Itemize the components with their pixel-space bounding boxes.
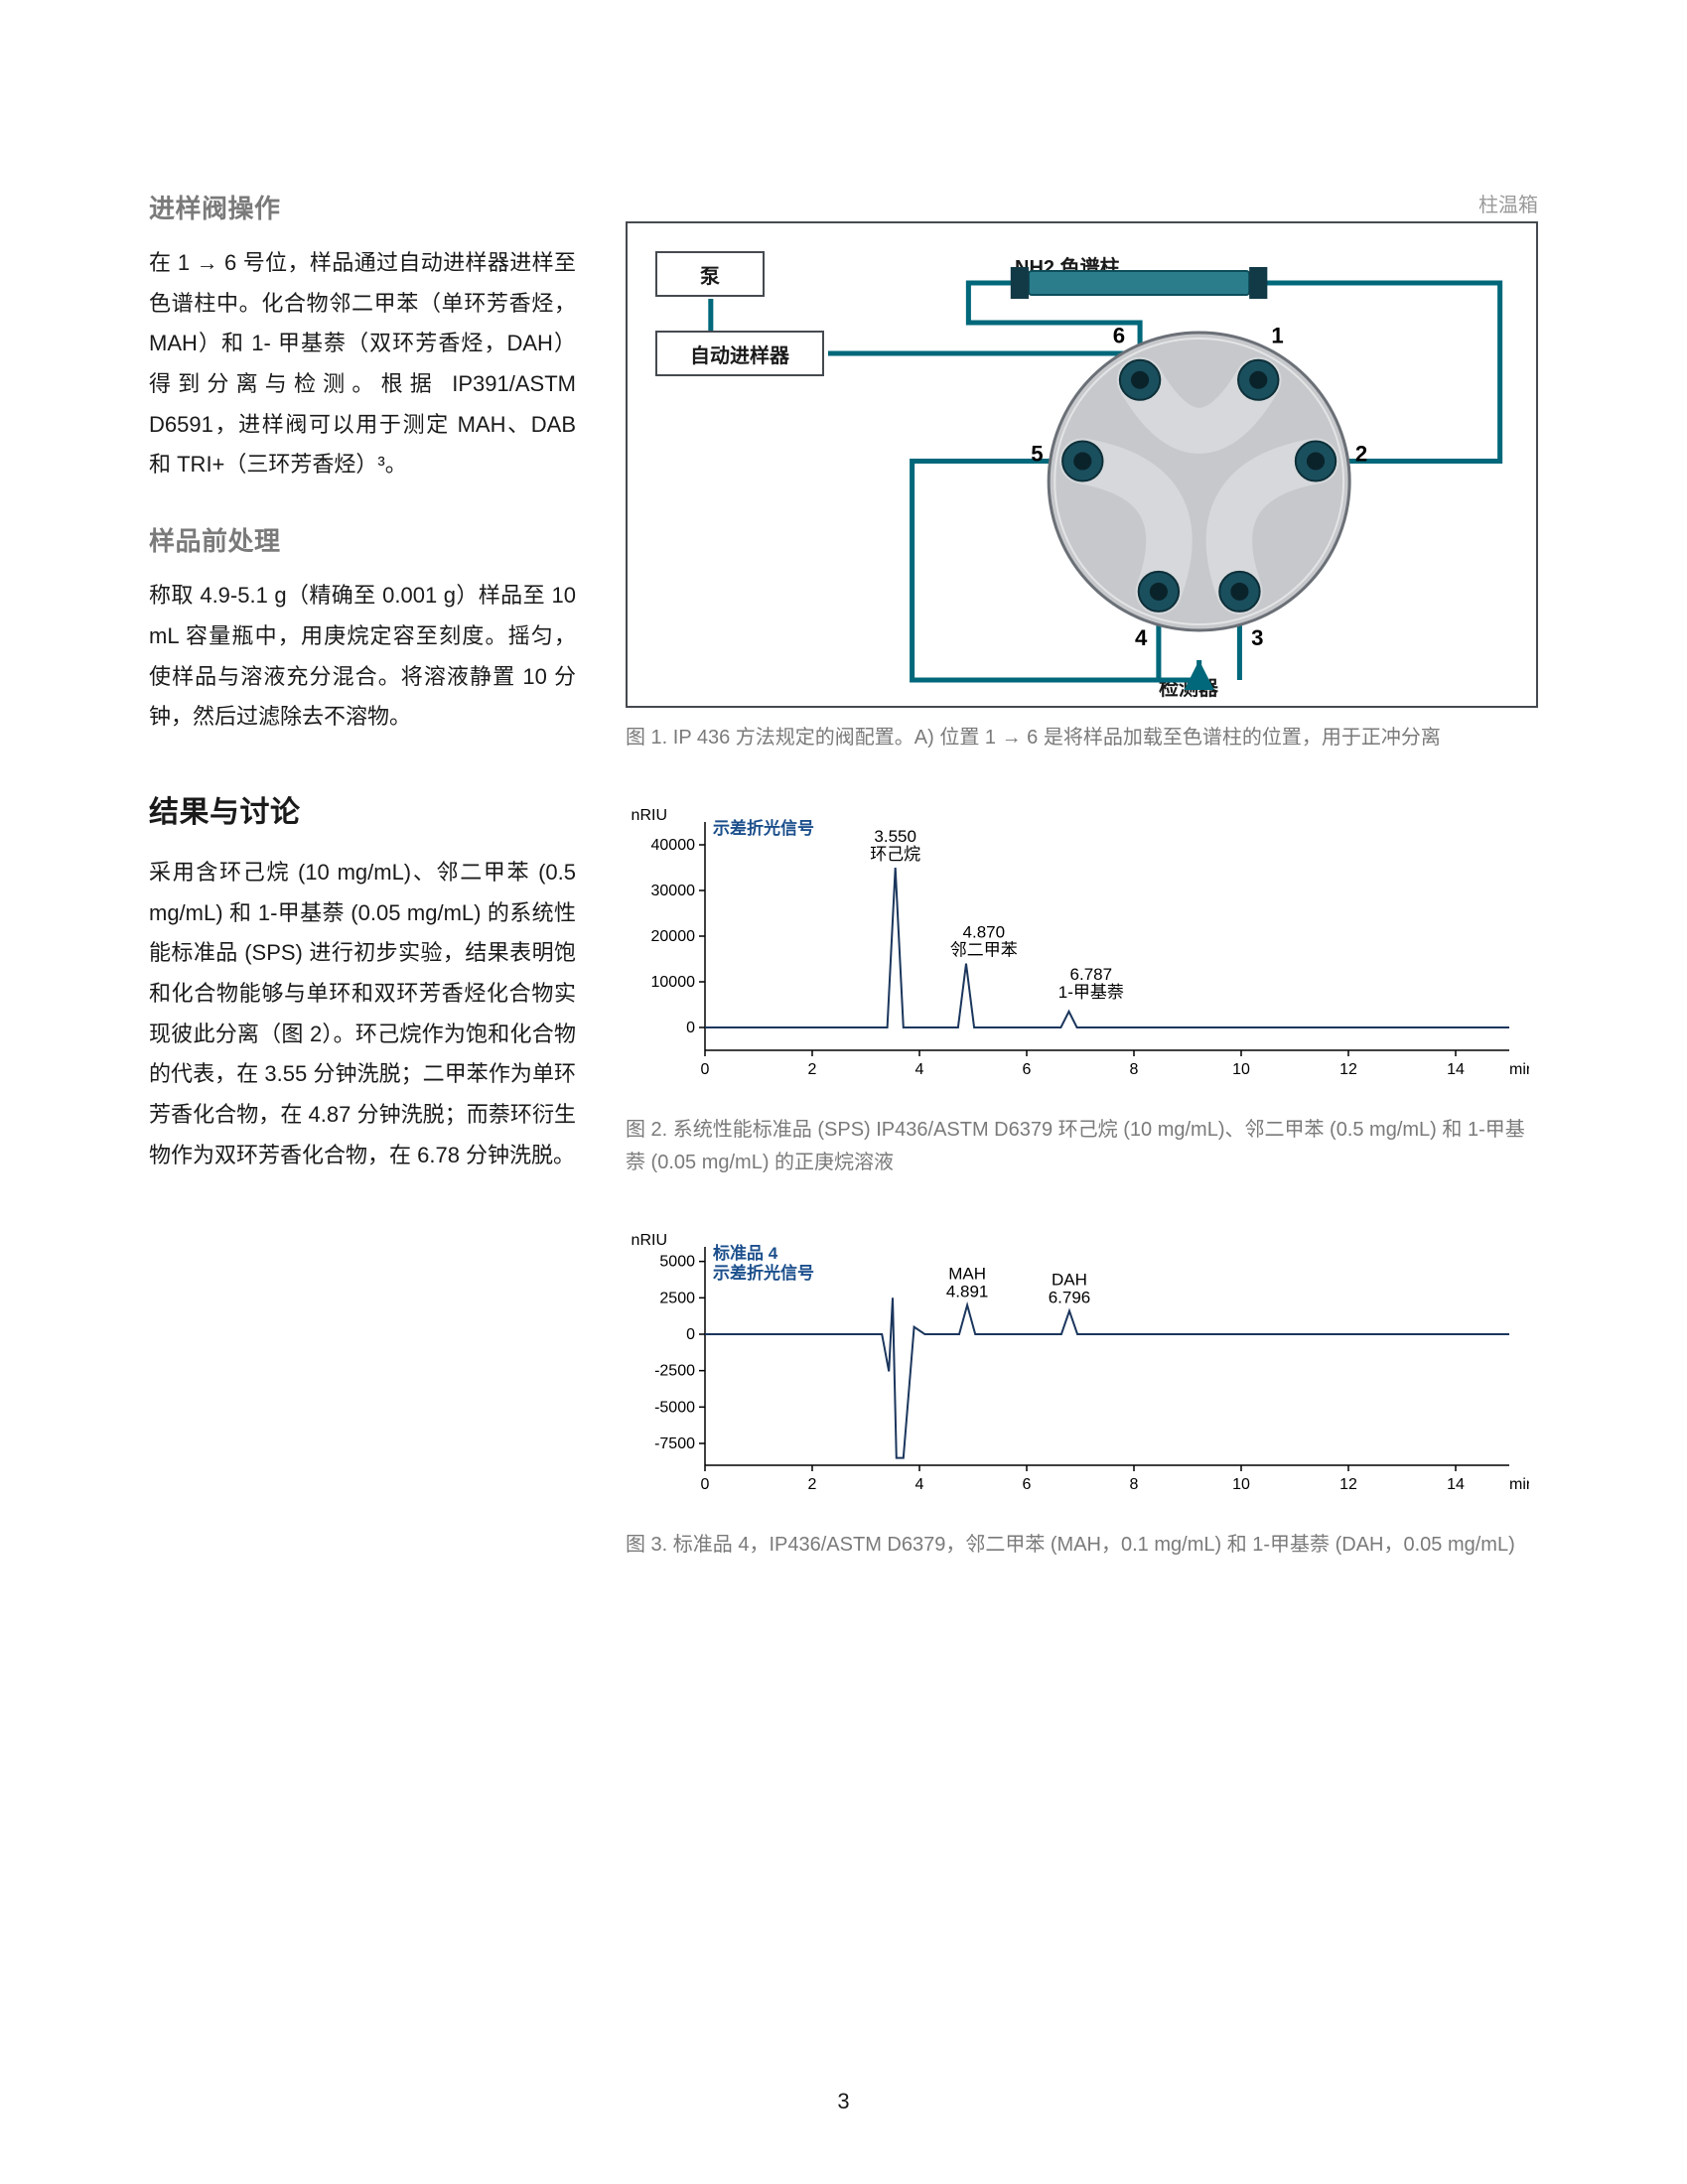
svg-text:12: 12 (1339, 1061, 1357, 1078)
svg-text:6.787: 6.787 (1070, 965, 1113, 984)
svg-text:4.870: 4.870 (963, 923, 1006, 942)
svg-text:20000: 20000 (651, 928, 696, 945)
svg-text:nRIU: nRIU (632, 1232, 667, 1249)
svg-text:6: 6 (1023, 1061, 1032, 1078)
svg-text:6: 6 (1113, 323, 1125, 347)
svg-text:40000: 40000 (651, 837, 696, 854)
svg-text:0: 0 (701, 1476, 710, 1493)
right-column: 柱温箱 泵 自动进样器 NH2 色谱柱 检测器 123456 图 1. IP 4… (626, 189, 1538, 1609)
svg-text:示差折光信号: 示差折光信号 (713, 1263, 814, 1283)
figure-3-chart: nRIU-7500-5000-250002500500002468101214 … (626, 1227, 1529, 1515)
para-valve-op: 在 1 → 6 号位，样品通过自动进样器进样至色谱柱中。化合物邻二甲苯（单环芳香… (149, 243, 576, 485)
svg-text:30000: 30000 (651, 883, 696, 899)
heading-valve-op: 进样阀操作 (149, 189, 576, 225)
svg-text:0: 0 (686, 1326, 695, 1343)
svg-text:环己烷: 环己烷 (870, 845, 920, 864)
svg-text:3.550: 3.550 (874, 827, 916, 846)
svg-text:6: 6 (1023, 1476, 1032, 1493)
svg-text:示差折光信号: 示差折光信号 (713, 818, 814, 838)
figure-2-chart: nRIU 0 10000 20000 30000 40000 0 2 4 6 8 10 12 14 min… (626, 802, 1529, 1100)
svg-text:2: 2 (808, 1061, 817, 1078)
svg-text:5000: 5000 (659, 1254, 695, 1271)
heading-results: 结果与讨论 (149, 787, 576, 831)
svg-text:MAH: MAH (948, 1265, 986, 1284)
svg-text:2: 2 (808, 1476, 817, 1493)
left-column: 进样阀操作 在 1 → 6 号位，样品通过自动进样器进样至色谱柱中。化合物邻二甲… (149, 189, 576, 1609)
svg-text:10000: 10000 (651, 974, 696, 991)
svg-text:1-甲基萘: 1-甲基萘 (1058, 983, 1124, 1002)
heading-sample-prep: 样品前处理 (149, 521, 576, 558)
svg-text:4: 4 (915, 1476, 924, 1493)
svg-text:12: 12 (1339, 1476, 1357, 1493)
svg-text:3: 3 (1251, 625, 1263, 650)
fig1-svg: 1 2 3 4 5 6 (628, 223, 1536, 706)
svg-text:10: 10 (1232, 1476, 1250, 1493)
svg-text:2500: 2500 (659, 1290, 695, 1306)
figure-3-caption: 图 3. 标准品 4，IP436/ASTM D6379，邻二甲苯 (MAH，0.… (626, 1529, 1538, 1562)
svg-text:邻二甲苯: 邻二甲苯 (950, 941, 1018, 960)
svg-text:-7500: -7500 (654, 1435, 695, 1452)
svg-text:4: 4 (915, 1061, 924, 1078)
svg-text:0: 0 (686, 1020, 695, 1036)
svg-text:4.891: 4.891 (946, 1283, 989, 1301)
svg-text:10: 10 (1232, 1061, 1250, 1078)
svg-text:-2500: -2500 (654, 1363, 695, 1380)
svg-text:nRIU: nRIU (632, 807, 667, 824)
svg-text:1: 1 (1271, 323, 1283, 347)
svg-text:4: 4 (1135, 625, 1148, 650)
svg-text:8: 8 (1130, 1476, 1139, 1493)
svg-text:5: 5 (1031, 442, 1043, 467)
para-results: 采用含环己烷 (10 mg/mL)、邻二甲苯 (0.5 mg/mL) 和 1-甲… (149, 853, 576, 1176)
figure-1-caption: 图 1. IP 436 方法规定的阀配置。A) 位置 1 → 6 是将样品加载至… (626, 722, 1538, 754)
svg-text:8: 8 (1130, 1061, 1139, 1078)
svg-text:0: 0 (701, 1061, 710, 1078)
page-number: 3 (0, 2089, 1687, 2115)
column-oven-label: 柱温箱 (626, 189, 1538, 217)
figure-1-diagram: 泵 自动进样器 NH2 色谱柱 检测器 123456 (626, 221, 1538, 708)
svg-text:标准品 4: 标准品 4 (713, 1243, 778, 1263)
svg-text:DAH: DAH (1052, 1271, 1087, 1290)
svg-text:min: min (1509, 1476, 1529, 1493)
figure-2-caption: 图 2. 系统性能标准品 (SPS) IP436/ASTM D6379 环己烷 … (626, 1114, 1538, 1179)
svg-text:2: 2 (1355, 442, 1367, 467)
svg-text:6.796: 6.796 (1049, 1289, 1091, 1307)
svg-text:-5000: -5000 (654, 1399, 695, 1416)
svg-text:14: 14 (1447, 1476, 1465, 1493)
svg-text:14: 14 (1447, 1061, 1465, 1078)
para-sample-prep: 称取 4.9-5.1 g（精确至 0.001 g）样品至 10 mL 容量瓶中，… (149, 576, 576, 738)
svg-text:min: min (1509, 1061, 1529, 1078)
